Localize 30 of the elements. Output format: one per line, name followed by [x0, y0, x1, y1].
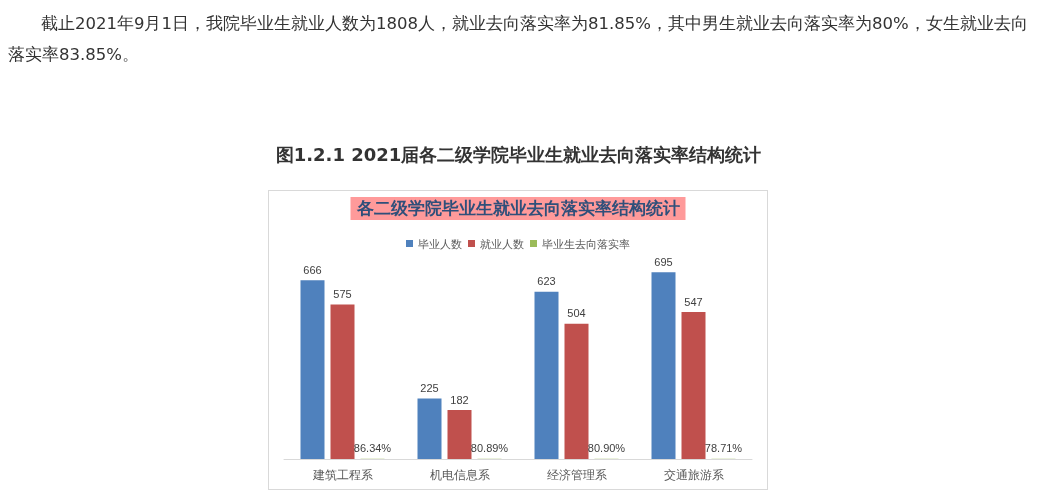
data-label: 80.89% [470, 442, 509, 455]
text: 截止2021年9月1日，我院毕业生就业人数为1808人，就业去向落实率为81.85%，其中男生就业去向落实率为80%，女生就业去向落实率83.85%。 [8, 13, 1029, 66]
data-label: 504 [567, 307, 586, 320]
x-tick-label: 建筑工程系 [311, 468, 373, 482]
data-label: 80.90% [587, 442, 626, 455]
bar [417, 398, 442, 459]
data-label: 695 [654, 255, 673, 268]
x-tick-label: 经济管理系 [546, 468, 607, 482]
legend-label: 就业人数 [480, 237, 524, 250]
data-label: 78.71% [704, 442, 743, 455]
bar [651, 272, 676, 459]
chart-title: 各二级学院毕业生就业去向落实率结构统计 [355, 199, 680, 218]
legend-label: 毕业生去向落实率 [542, 237, 630, 250]
data-label: 666 [303, 263, 322, 276]
data-label: 182 [450, 393, 469, 406]
x-tick-label: 机电信息系 [429, 468, 490, 482]
bar [564, 323, 589, 459]
bar [300, 280, 325, 459]
data-label: 225 [420, 382, 439, 395]
x-tick-label: 交通旅游系 [663, 468, 724, 482]
legend-label: 毕业人数 [418, 237, 462, 250]
data-label: 547 [684, 295, 703, 308]
caption: 图1.2.1 2021届各二级学院毕业生就业去向落实率结构统计 [274, 143, 763, 167]
data-label: 623 [537, 275, 556, 288]
data-label: 575 [333, 288, 352, 301]
data-label: 86.34% [353, 442, 392, 455]
bar [447, 410, 472, 459]
bar [534, 291, 559, 459]
bar [330, 304, 355, 459]
bar [681, 312, 706, 459]
